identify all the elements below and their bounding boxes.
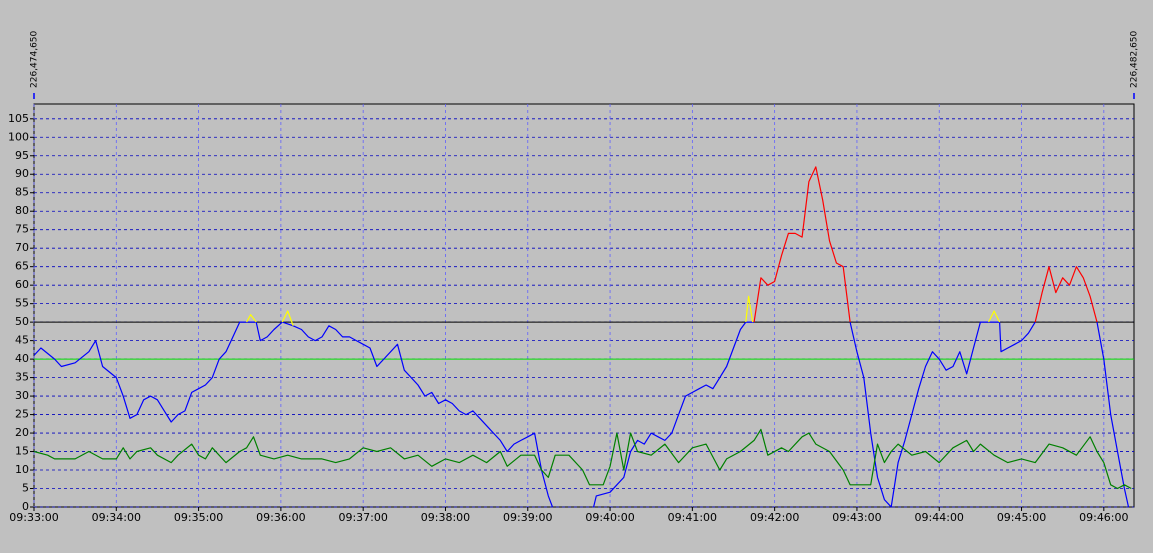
series-line (33, 428, 1132, 490)
x-tick-label: 09:37:00 (338, 511, 387, 524)
y-tick-label: 30 (15, 389, 29, 402)
x-tick-label: 09:33:00 (9, 511, 58, 524)
y-tick-label: 15 (15, 445, 29, 458)
y-tick-label: 85 (15, 186, 29, 199)
y-tick-label: 0 (22, 500, 29, 513)
x-tick-label: 09:45:00 (997, 511, 1046, 524)
y-tick-label: 35 (15, 371, 29, 384)
range-label: 226,474,650 (30, 30, 40, 88)
plot-area (33, 103, 1135, 508)
y-tick-label: 25 (15, 408, 29, 421)
y-tick-label: 60 (15, 278, 29, 291)
y-tick-label: 50 (15, 315, 29, 328)
series-line (246, 295, 1001, 327)
x-tick-label: 09:44:00 (915, 511, 964, 524)
x-tick-label: 09:40:00 (585, 511, 634, 524)
y-tick-label: 90 (15, 167, 29, 180)
y-tick-label: 80 (15, 204, 29, 217)
x-tick-label: 09:46:00 (1079, 511, 1128, 524)
series-line (33, 321, 1130, 508)
y-tick-label: 70 (15, 241, 29, 254)
x-tick-label: 09:38:00 (421, 511, 470, 524)
x-tick-label: 09:35:00 (174, 511, 223, 524)
y-tick-label: 75 (15, 223, 29, 236)
x-tick-label: 09:34:00 (92, 511, 141, 524)
x-tick-label: 09:43:00 (832, 511, 881, 524)
x-tick-label: 09:41:00 (668, 511, 717, 524)
y-tick-label: 55 (15, 297, 29, 310)
x-tick-label: 09:39:00 (503, 511, 552, 524)
y-tick-label: 5 (22, 482, 29, 495)
y-tick-label: 65 (15, 260, 29, 273)
y-tick-label: 10 (15, 463, 29, 476)
y-tick-label: 40 (15, 352, 29, 365)
series-line (753, 166, 1098, 323)
x-tick-label: 09:42:00 (750, 511, 799, 524)
range-label: 226,482,650 (1130, 30, 1140, 88)
y-tick-label: 45 (15, 334, 29, 347)
y-tick-label: 100 (8, 130, 29, 143)
y-tick-label: 95 (15, 149, 29, 162)
y-tick-label: 20 (15, 426, 29, 439)
y-tick-label: 105 (8, 112, 29, 125)
x-tick-label: 09:36:00 (256, 511, 305, 524)
